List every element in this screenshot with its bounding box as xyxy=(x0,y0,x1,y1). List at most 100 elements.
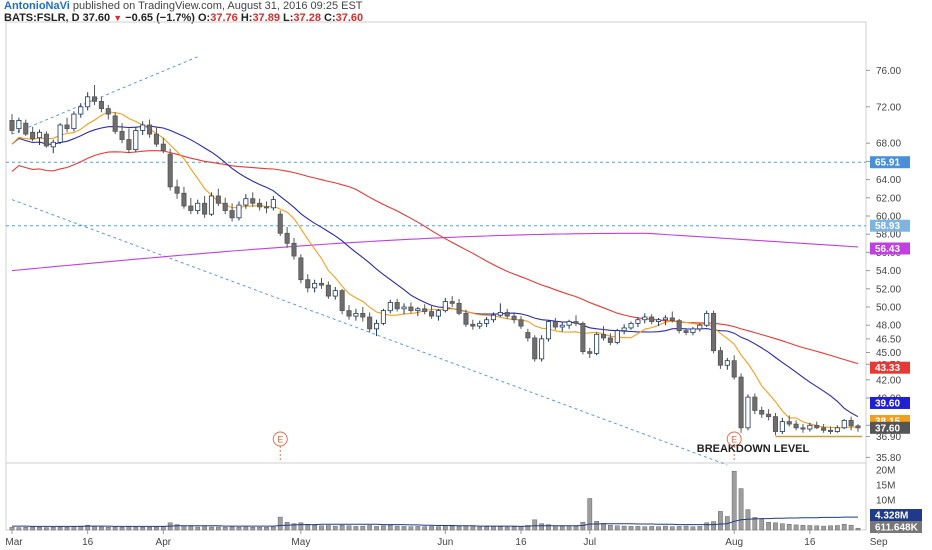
candle-body xyxy=(105,108,111,115)
candle-53 xyxy=(374,319,380,337)
high-label: H: xyxy=(240,12,253,24)
candle-body xyxy=(470,323,476,327)
volume-bar-50 xyxy=(353,526,359,531)
candle-95 xyxy=(662,315,668,326)
volume-average-line xyxy=(12,516,858,527)
candle-115 xyxy=(800,424,806,433)
breakdown-level-label: BREAKDOWN LEVEL xyxy=(697,443,810,455)
volume-tag-box xyxy=(870,509,922,522)
candle-body xyxy=(683,330,689,333)
volume-tag-box xyxy=(870,521,922,533)
candle-3 xyxy=(30,126,36,142)
price-axis[interactable]: 35.8036.9037.8040.0042.0043.7045.0046.50… xyxy=(866,66,922,534)
candle-body xyxy=(298,257,304,281)
volume-bar-27 xyxy=(195,526,201,531)
candle-114 xyxy=(793,420,799,431)
candle-body xyxy=(628,322,634,329)
candle-body xyxy=(174,186,180,194)
candle-64 xyxy=(449,296,455,307)
volume-bars xyxy=(9,470,861,531)
volume-bar-12 xyxy=(92,526,97,531)
volume-bar-121 xyxy=(841,524,847,531)
close-label: C: xyxy=(324,12,336,24)
volume-bar-91 xyxy=(635,526,641,531)
y-tick-label-6: 45.00 xyxy=(876,348,901,359)
trendline-0 xyxy=(11,56,198,135)
candle-42 xyxy=(298,254,304,284)
volume-bar-62 xyxy=(436,526,441,531)
volume-tag-1: 611.648K xyxy=(870,521,922,534)
volume-bar-5 xyxy=(44,527,49,531)
candle-68 xyxy=(477,320,483,329)
volume-bar-37 xyxy=(264,527,269,531)
candle-body xyxy=(656,319,662,322)
down-triangle-icon: ▼ xyxy=(113,13,123,23)
y-tick-label-10: 52.00 xyxy=(876,284,901,295)
y-tick-label-0: 35.80 xyxy=(876,453,901,464)
volume-bar-84 xyxy=(587,498,593,531)
volume-bar-53 xyxy=(374,526,379,531)
candle-105 xyxy=(731,355,737,380)
y-tick-label-11: 54.00 xyxy=(876,266,901,277)
candle-69 xyxy=(484,317,490,328)
candle-body xyxy=(662,317,668,321)
candle-body xyxy=(153,133,159,145)
candle-body xyxy=(23,122,29,135)
candle-body xyxy=(284,232,290,244)
candle-body xyxy=(711,312,717,352)
candle-body xyxy=(504,312,510,317)
candle-108 xyxy=(752,393,758,415)
ma-8-line xyxy=(11,111,859,429)
candle-49 xyxy=(346,305,352,320)
symbol-label[interactable]: BATS:FSLR, D xyxy=(4,12,80,24)
candle-body xyxy=(814,424,820,429)
volume-bar-18 xyxy=(133,526,139,531)
volume-bar-54 xyxy=(381,525,386,531)
candle-65 xyxy=(456,298,462,316)
volume-bar-31 xyxy=(222,527,228,531)
volume-bar-101 xyxy=(704,522,710,531)
candle-74 xyxy=(518,316,524,329)
ma-20-line xyxy=(11,125,859,418)
volume-bar-89 xyxy=(621,525,627,531)
time-axis[interactable]: Mar 16 Apr May Jun 16 Jul Aug 16 Sep xyxy=(5,530,888,548)
volume-tick-label-2: 15M xyxy=(876,481,895,492)
earnings-circle xyxy=(726,431,742,447)
candle-body xyxy=(484,319,490,324)
volume-bar-19 xyxy=(140,527,146,531)
candle-79 xyxy=(552,317,558,330)
candle-body xyxy=(92,96,98,102)
candle-body xyxy=(539,338,545,360)
candle-9 xyxy=(71,111,77,132)
candle-87 xyxy=(607,333,613,346)
candle-6 xyxy=(50,139,56,154)
y-tick-label-16: 64.00 xyxy=(876,175,901,186)
candle-body xyxy=(841,419,847,429)
price-tag-3: 43.33 xyxy=(870,361,910,374)
candle-body xyxy=(772,416,778,432)
candle-57 xyxy=(401,303,407,315)
author-name[interactable]: AntonioNaVi xyxy=(4,0,70,12)
chart-header: AntonioNaVi published on TradingView.com… xyxy=(4,0,924,24)
volume-bar-81 xyxy=(566,526,572,531)
volume-bar-96 xyxy=(669,526,675,531)
volume-bar-117 xyxy=(814,525,820,531)
candle-32 xyxy=(229,203,235,222)
candle-55 xyxy=(387,299,393,314)
volume-bar-44 xyxy=(312,524,318,531)
trend-guides xyxy=(6,56,866,466)
price-tag-label: 56.43 xyxy=(875,244,900,255)
ohlc-line: BATS:FSLR, D 37.60 ▼ −0.65 (−1.7%) O:37.… xyxy=(4,12,924,24)
y-tick-label-20: 76.00 xyxy=(876,66,901,77)
volume-bar-4 xyxy=(37,527,42,531)
volume-bar-77 xyxy=(539,523,544,531)
candle-body xyxy=(346,310,352,317)
volume-bar-71 xyxy=(497,526,503,531)
candle-body xyxy=(614,330,620,343)
candle-body xyxy=(834,427,840,432)
y-tick-label-1: 36.90 xyxy=(876,432,901,443)
volume-bar-28 xyxy=(202,526,207,531)
candle-body xyxy=(78,106,84,115)
price-tag-label: 43.33 xyxy=(875,363,900,374)
